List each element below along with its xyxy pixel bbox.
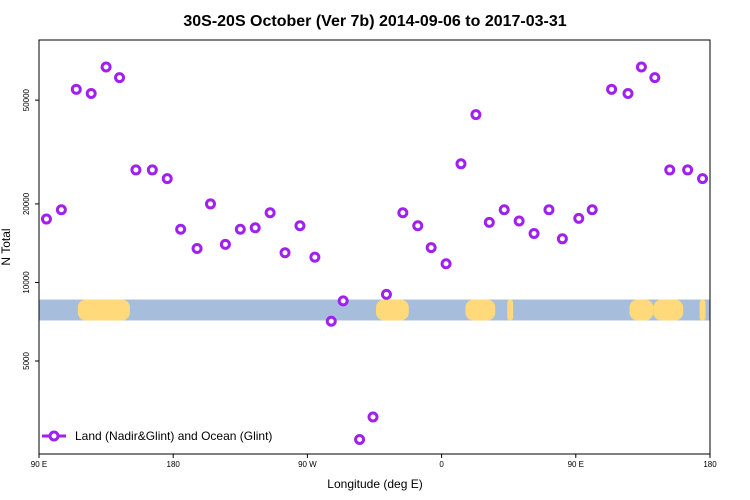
data-point	[114, 72, 126, 84]
y-tick-label: 5000	[22, 352, 31, 370]
land-band	[653, 299, 684, 321]
data-point	[483, 216, 495, 228]
data-point	[146, 164, 158, 176]
data-point	[470, 109, 482, 121]
plot-frame	[38, 39, 711, 455]
data-point	[556, 233, 568, 245]
y-tick-label: 20000	[22, 192, 31, 215]
data-point	[234, 223, 246, 235]
y-tick-label: 10000	[22, 271, 31, 294]
data-point	[204, 198, 216, 210]
data-point	[40, 213, 52, 225]
data-point	[649, 72, 661, 84]
data-point	[161, 173, 173, 185]
data-point	[70, 83, 82, 95]
x-tick-label: 90 E	[31, 460, 47, 469]
data-point	[294, 220, 306, 232]
data-point	[455, 158, 467, 170]
chart-title: 30S-20S October (Ver 7b) 2014-09-06 to 2…	[183, 13, 566, 30]
data-point	[191, 242, 203, 254]
data-point	[264, 207, 276, 219]
data-point	[55, 204, 67, 216]
x-tick-label: 90 W	[298, 460, 317, 469]
data-point	[440, 258, 452, 270]
data-point	[513, 215, 525, 227]
x-tick-label: 0	[439, 460, 444, 469]
data-point	[130, 164, 142, 176]
data-point	[543, 204, 555, 216]
data-point	[425, 242, 437, 254]
data-point	[606, 83, 618, 95]
data-point	[380, 288, 392, 300]
land-band	[699, 299, 706, 321]
data-point	[586, 204, 598, 216]
data-point	[354, 434, 366, 446]
data-point	[397, 207, 409, 219]
data-point	[249, 222, 261, 234]
data-point	[337, 295, 349, 307]
x-tick-label: 180	[167, 460, 181, 469]
land-band	[465, 299, 496, 321]
data-point	[85, 88, 97, 100]
land-band	[375, 299, 409, 321]
data-point	[309, 251, 321, 263]
land-band	[629, 299, 654, 321]
x-axis: 90 E 180 90 W 0 90 E 180	[31, 454, 717, 469]
ocean-band	[39, 299, 710, 321]
land-ocean-band	[39, 299, 710, 321]
data-point	[528, 228, 540, 240]
y-axis: 5000 10000 20000 50000	[22, 88, 39, 370]
x-tick-label: 180	[703, 460, 717, 469]
data-point	[412, 220, 424, 232]
data-point	[682, 164, 694, 176]
data-point	[219, 238, 231, 250]
data-point	[498, 204, 510, 216]
data-point	[622, 88, 634, 100]
legend-label: Land (Nadir&Glint) and Ocean (Glint)	[75, 429, 272, 443]
data-point	[697, 173, 709, 185]
data-point	[279, 247, 291, 259]
land-band	[507, 299, 514, 321]
land-band	[77, 299, 130, 321]
data-point	[175, 223, 187, 235]
data-point	[367, 411, 379, 423]
data-points	[40, 61, 709, 446]
y-tick-label: 50000	[22, 88, 31, 111]
data-point	[100, 61, 112, 73]
y-axis-label: N Total	[0, 228, 13, 265]
x-axis-label: Longitude (deg E)	[327, 477, 422, 491]
legend-marker	[48, 430, 60, 442]
x-tick-label: 90 E	[568, 460, 584, 469]
legend: Land (Nadir&Glint) and Ocean (Glint)	[42, 429, 272, 443]
data-point	[573, 212, 585, 224]
data-point	[664, 164, 676, 176]
data-point	[635, 61, 647, 73]
data-point	[325, 315, 337, 327]
